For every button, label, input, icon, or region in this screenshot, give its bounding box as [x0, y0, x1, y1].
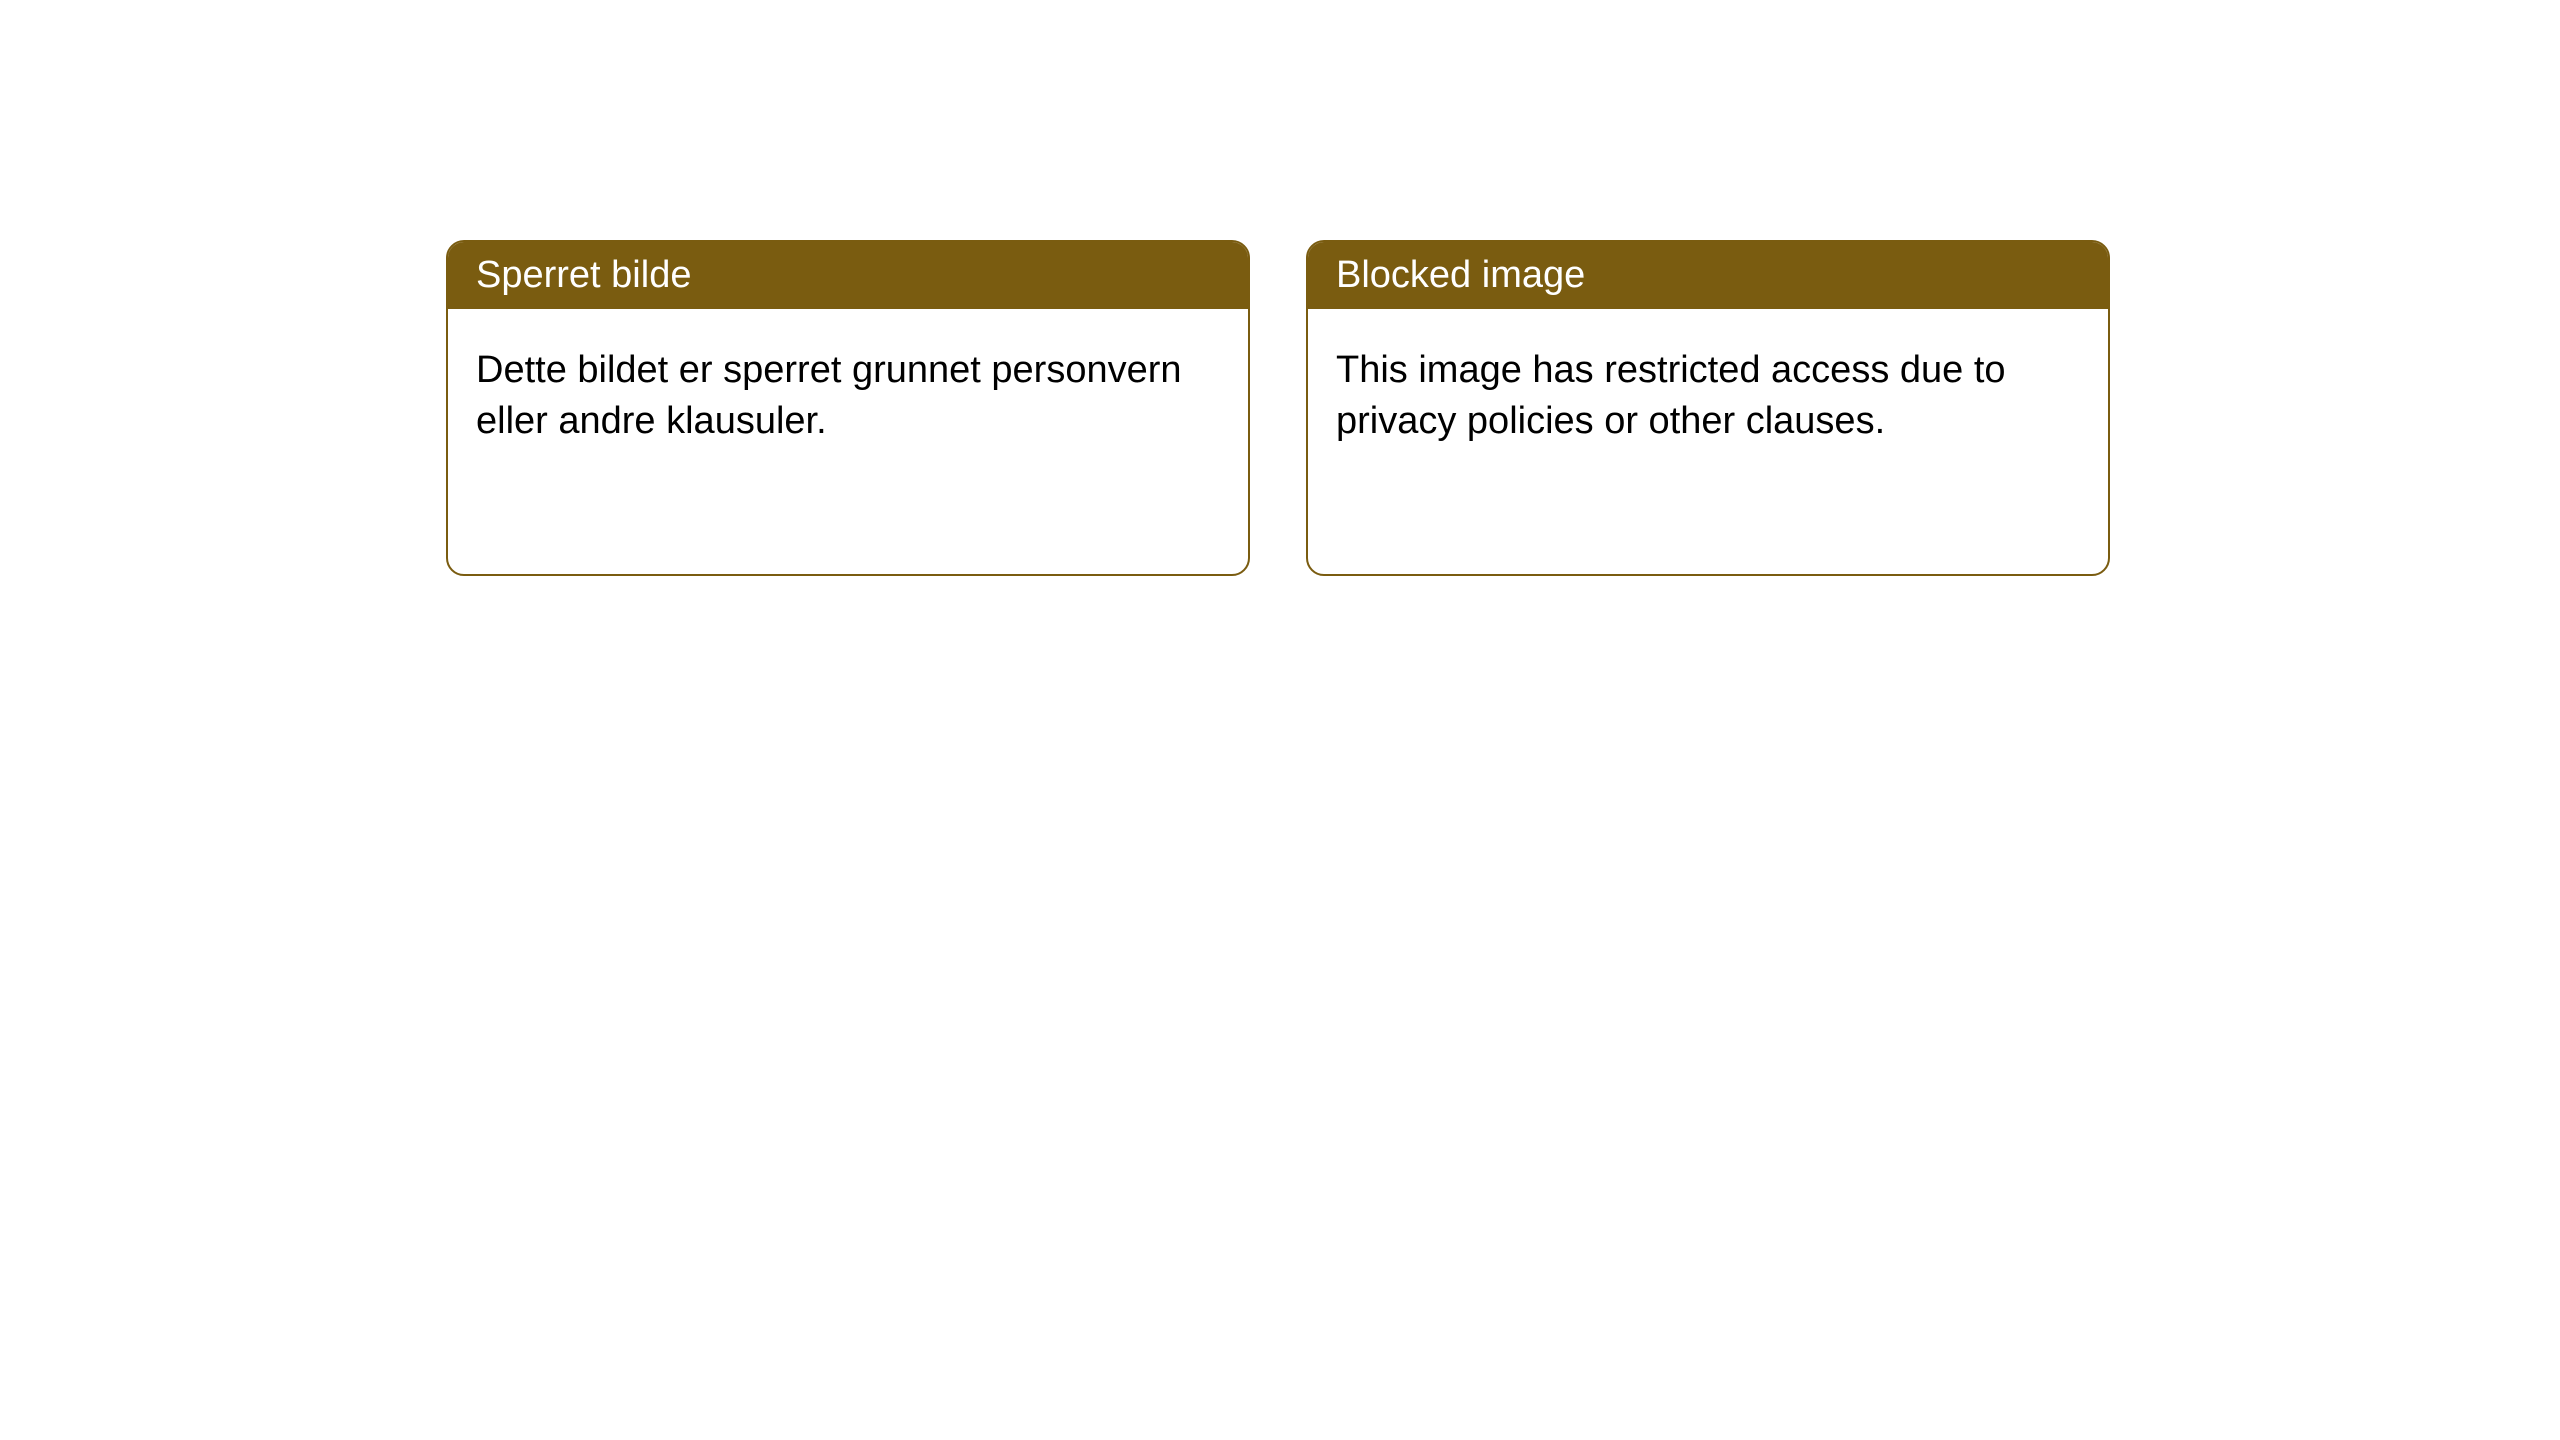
blocked-image-card-no: Sperret bilde Dette bildet er sperret gr…	[446, 240, 1250, 576]
card-body: Dette bildet er sperret grunnet personve…	[448, 309, 1248, 484]
cards-container: Sperret bilde Dette bildet er sperret gr…	[0, 0, 2560, 576]
blocked-image-card-en: Blocked image This image has restricted …	[1306, 240, 2110, 576]
card-body: This image has restricted access due to …	[1308, 309, 2108, 484]
card-title: Blocked image	[1336, 254, 1585, 296]
card-message: This image has restricted access due to …	[1336, 349, 2006, 442]
card-message: Dette bildet er sperret grunnet personve…	[476, 349, 1182, 442]
card-title: Sperret bilde	[476, 254, 691, 296]
card-header: Blocked image	[1308, 242, 2108, 309]
card-header: Sperret bilde	[448, 242, 1248, 309]
